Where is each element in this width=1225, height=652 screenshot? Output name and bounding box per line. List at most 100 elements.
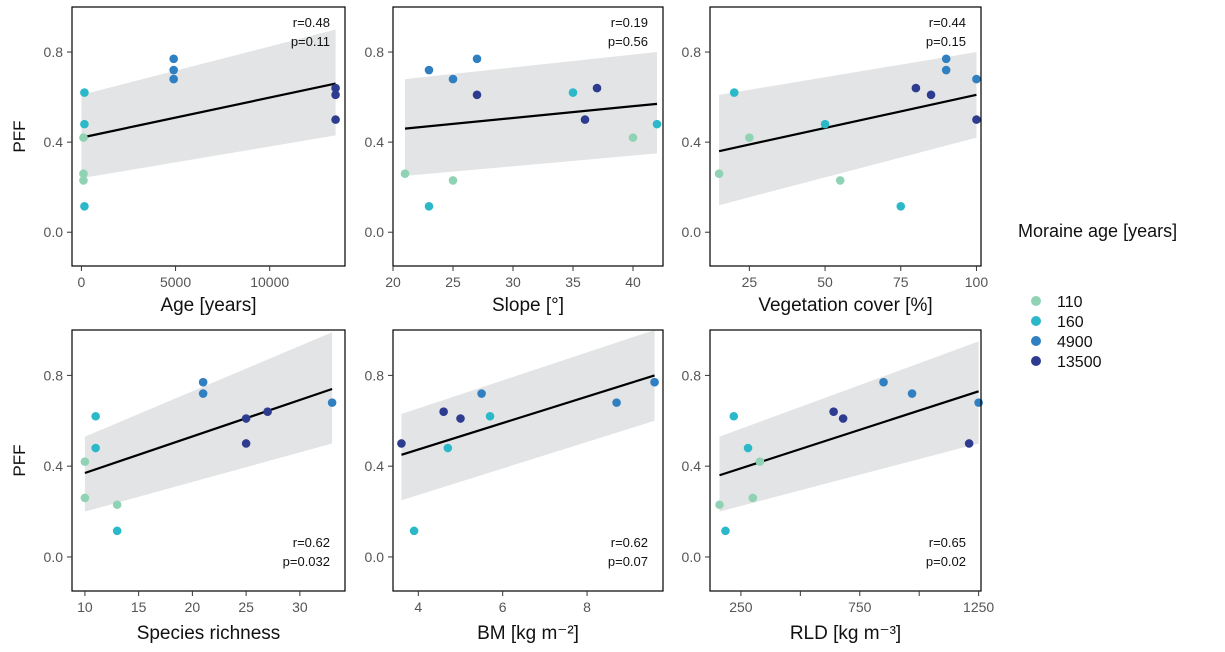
x-tick-label: 750 <box>848 599 872 615</box>
y-tick-label: 0.0 <box>44 224 64 240</box>
data-point <box>241 414 251 423</box>
x-tick-label: 5000 <box>160 274 191 290</box>
data-point <box>397 439 406 448</box>
confidence-band <box>405 52 657 176</box>
x-tick-label: 25 <box>445 274 461 290</box>
data-point <box>456 414 465 423</box>
data-point <box>409 526 419 536</box>
x-tick-label: 30 <box>292 599 308 615</box>
x-tick-label: 10 <box>77 599 93 615</box>
panel-frame <box>71 6 346 267</box>
y-axis-label: PFF <box>10 120 29 152</box>
data-point <box>424 65 434 75</box>
stat-annotation: r=0.65 <box>929 535 966 550</box>
data-point <box>79 169 88 178</box>
x-tick-label: 30 <box>505 274 521 290</box>
regression-line <box>81 82 336 139</box>
panel-4: 0.0 0.4 0.8 10 15 20 25 30 Species richness PFF r=… <box>10 329 346 644</box>
y-tick-label: 0.4 <box>365 134 385 150</box>
confidence-band <box>719 52 977 206</box>
confidence-band <box>81 29 336 179</box>
data-point <box>80 88 89 97</box>
legend-label: 13500 <box>1057 354 1102 371</box>
data-point <box>652 119 662 129</box>
data-point <box>974 398 983 407</box>
x-tick-label: 75 <box>893 274 909 290</box>
legend-swatch <box>1031 316 1041 326</box>
y-tick-label: 0.8 <box>365 44 385 60</box>
stat-annotation: r=0.48 <box>293 15 330 30</box>
panel-5: 0.0 0.4 0.8 4 6 8BM [kg m⁻²] r=0.62 p=0.07 <box>365 329 664 644</box>
x-axis-label: BM [kg m⁻²] <box>477 623 579 644</box>
panel-frame <box>709 329 982 592</box>
data-point <box>715 500 724 510</box>
data-point <box>472 90 482 100</box>
data-point <box>568 88 578 97</box>
data-point <box>443 443 453 453</box>
data-point <box>263 407 272 417</box>
x-tick-label: 40 <box>625 274 641 290</box>
data-point <box>169 65 178 75</box>
x-tick-label: 25 <box>238 599 254 615</box>
data-point <box>448 74 458 84</box>
panel-frame <box>71 329 346 592</box>
data-point <box>838 414 848 423</box>
data-point <box>721 526 730 536</box>
legend-title: Moraine age [years] <box>1018 221 1177 241</box>
data-point <box>896 202 906 211</box>
x-tick-label: 15 <box>131 599 147 615</box>
regression-line <box>84 387 333 475</box>
legend-label: 160 <box>1057 314 1084 331</box>
x-tick-label: 0 <box>78 274 86 290</box>
data-point <box>79 176 88 185</box>
y-tick-label: 0.4 <box>365 458 385 474</box>
data-point <box>592 83 602 93</box>
regression-line <box>404 102 658 130</box>
legend: Moraine age [years] 110 160 4900 13500 <box>1018 221 1177 371</box>
x-tick-label: 100 <box>965 274 989 290</box>
data-point <box>424 202 434 211</box>
data-point <box>80 202 89 211</box>
data-point <box>112 526 122 536</box>
stat-annotation: p=0.02 <box>926 554 966 569</box>
stat-annotation: p=0.56 <box>608 34 648 49</box>
x-axis-label: Slope [°] <box>492 295 564 316</box>
x-axis-label: Age [years] <box>160 295 256 316</box>
data-point <box>829 407 838 417</box>
confidence-band <box>84 332 333 512</box>
data-point <box>80 493 90 503</box>
data-point <box>745 133 754 142</box>
data-point <box>941 54 951 64</box>
panel-6: 0.0 0.4 0.8 250 750 1250 RLD [kg m⁻³] r=0.65 p=0… <box>682 329 994 644</box>
data-point <box>972 74 981 84</box>
data-point <box>612 398 621 407</box>
data-point <box>91 411 100 421</box>
data-point <box>485 411 495 421</box>
x-axis-label: Species richness <box>137 623 281 644</box>
y-tick-label: 0.0 <box>682 224 702 240</box>
data-point <box>112 500 122 510</box>
data-point <box>729 411 739 421</box>
x-tick-label: 4 <box>414 599 422 615</box>
legend-label: 110 <box>1057 294 1083 311</box>
y-tick-label: 0.8 <box>682 44 702 60</box>
data-point <box>477 389 486 398</box>
y-tick-label: 0.4 <box>682 458 702 474</box>
data-point <box>628 133 638 142</box>
data-point <box>835 176 845 185</box>
data-point <box>169 74 178 84</box>
stat-annotation: p=0.11 <box>291 34 330 49</box>
y-tick-label: 0.4 <box>44 134 64 150</box>
data-point <box>169 54 178 64</box>
x-tick-label: 8 <box>583 599 591 615</box>
x-tick-label: 1250 <box>963 599 994 615</box>
data-point <box>448 176 458 185</box>
data-point <box>743 443 753 453</box>
stat-annotation: p=0.07 <box>608 554 648 569</box>
data-point <box>439 407 448 417</box>
legend-swatch <box>1031 296 1041 306</box>
y-tick-label: 0.0 <box>44 549 64 565</box>
regression-line <box>401 374 655 456</box>
y-tick-label: 0.8 <box>682 367 702 383</box>
